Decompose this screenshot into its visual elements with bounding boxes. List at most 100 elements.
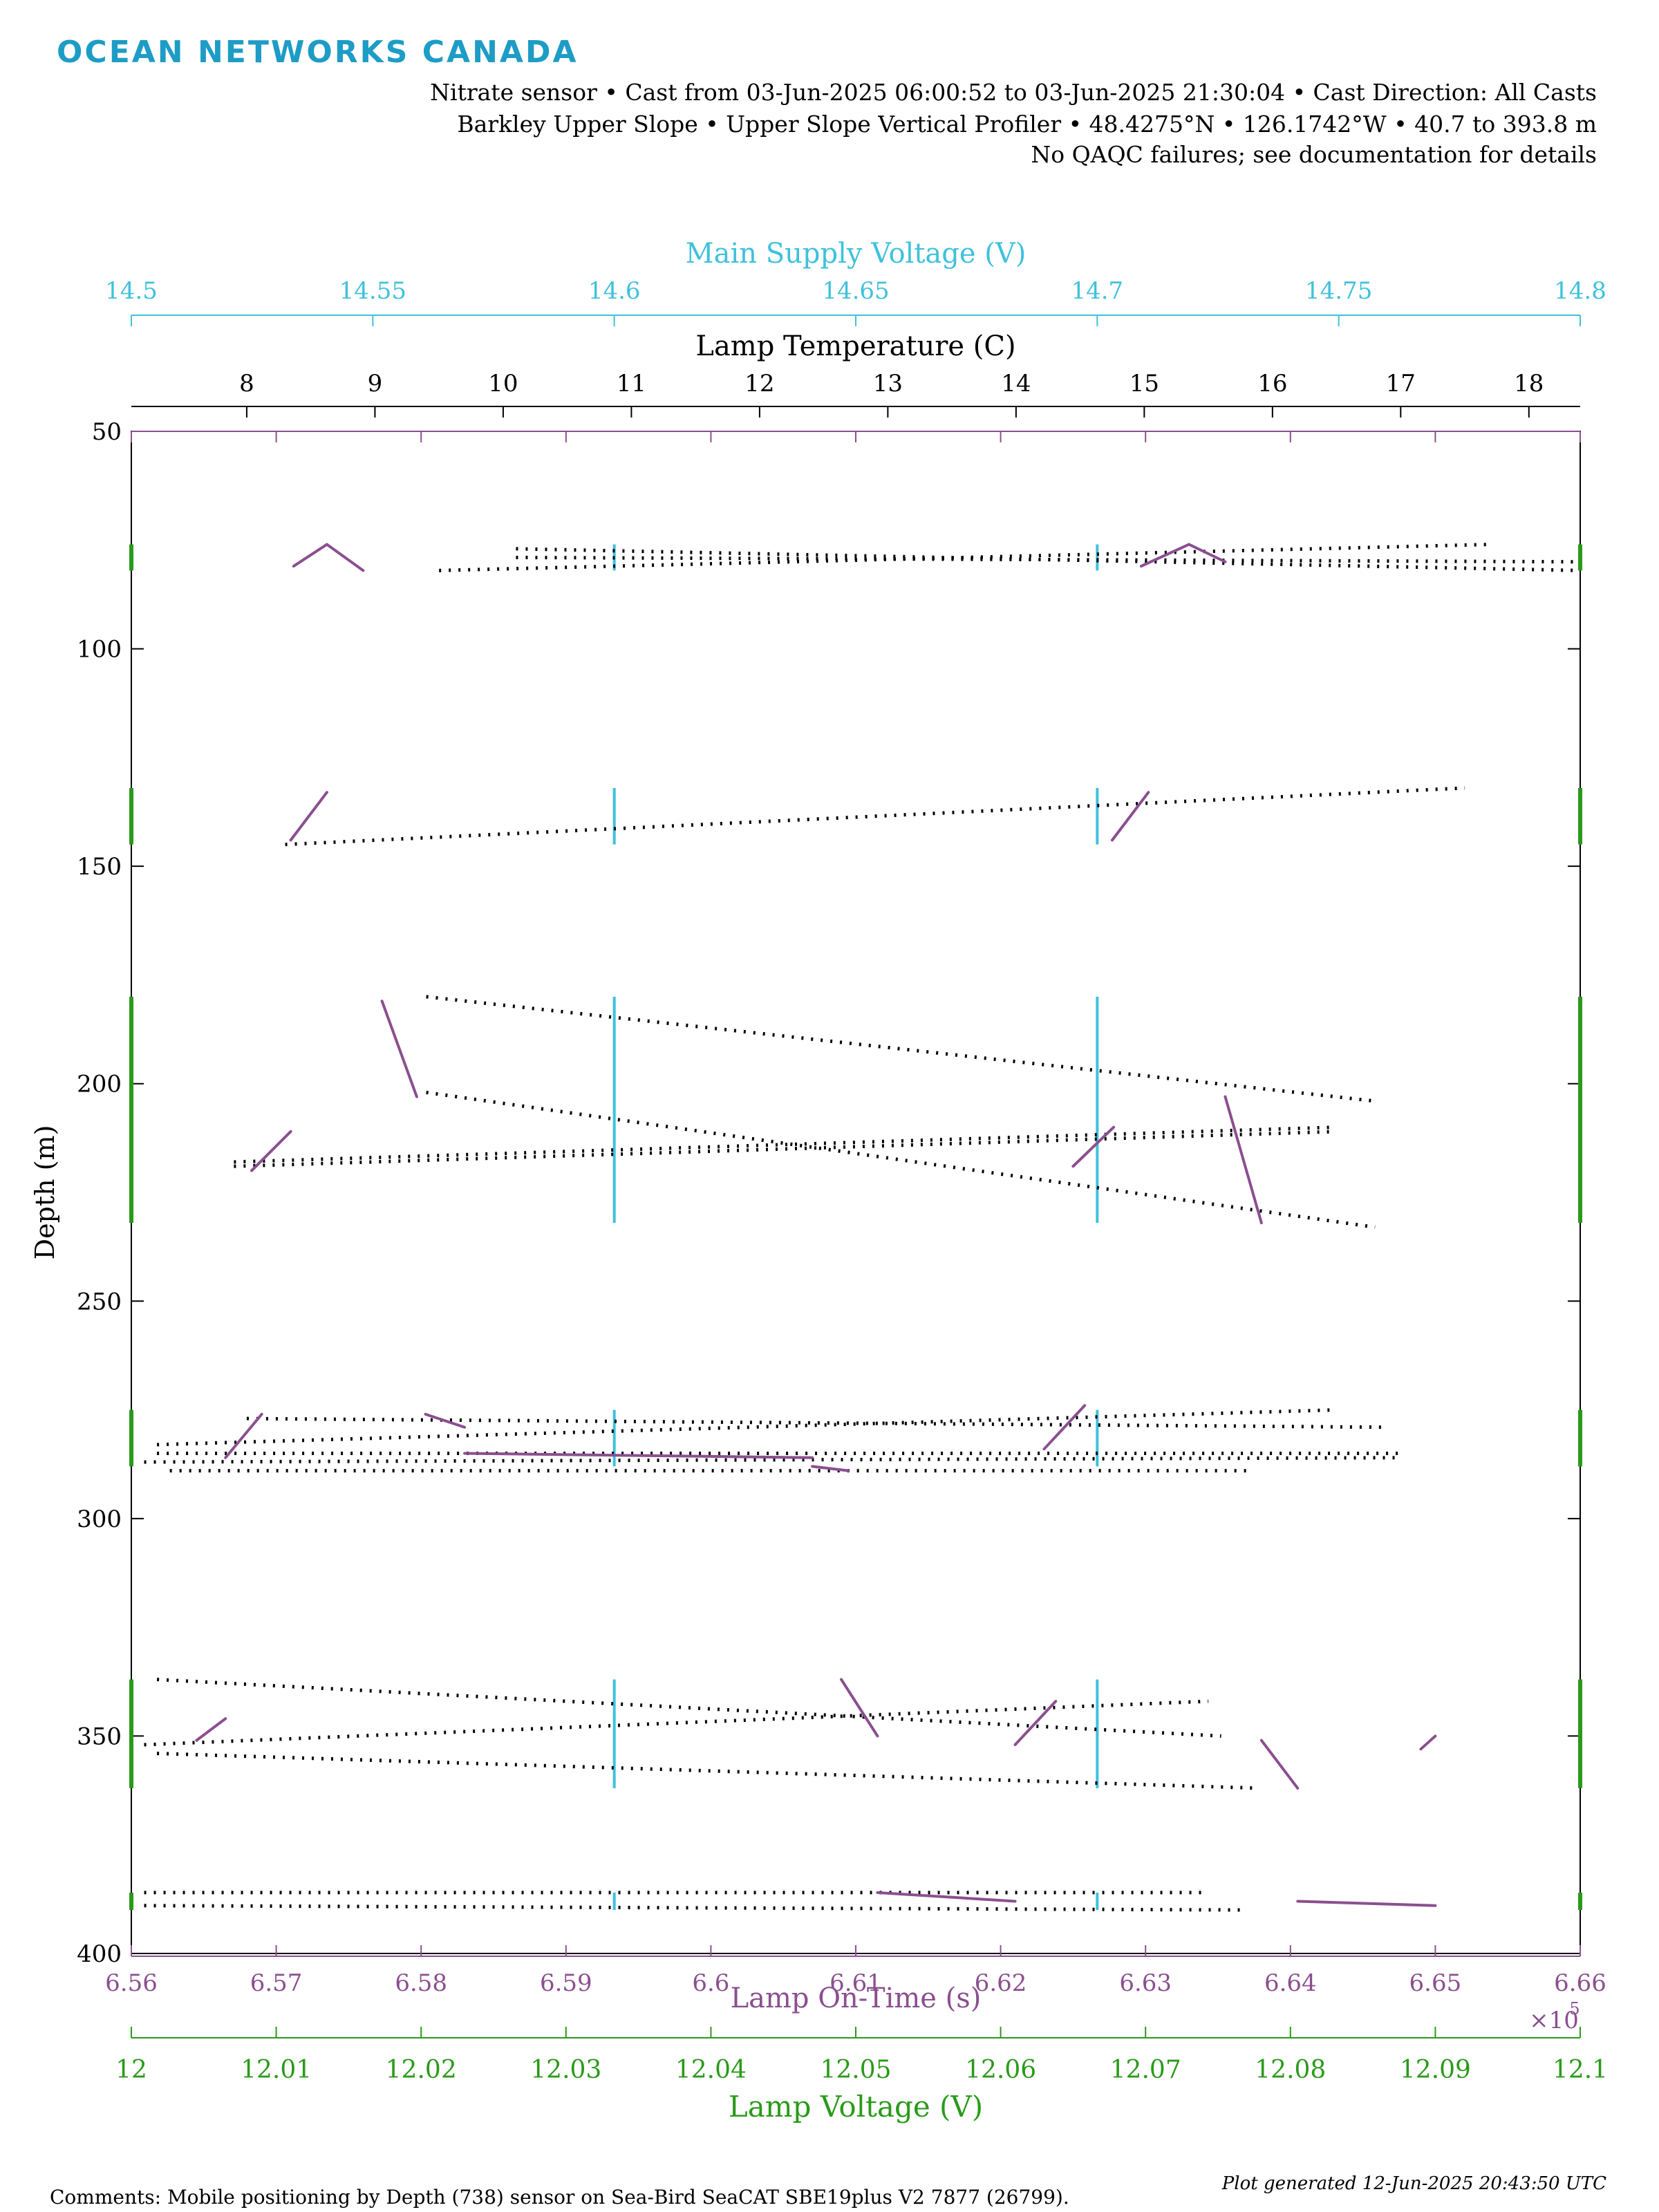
supply-tick-label: 14.75 [1305, 277, 1372, 305]
temp-tick-label: 17 [1386, 370, 1416, 397]
lamp-on-time-mark [1259, 1738, 1300, 1790]
y-axis-label: Depth (m) [30, 1125, 60, 1260]
y-tick-label: 400 [77, 1940, 122, 1968]
y-tick-label: 100 [77, 636, 122, 664]
ontime-tick-label: 6.58 [395, 1969, 447, 1997]
voltage-tick-label: 12.06 [965, 2056, 1036, 2084]
ontime-exponent: ×10 [1529, 2007, 1579, 2034]
y-tick-label: 50 [92, 418, 122, 446]
lamp-on-time-mark [250, 1130, 292, 1172]
ontime-axis-label: Lamp On-Time (s) [731, 1983, 982, 2014]
lamp-on-time-mark [1296, 1900, 1437, 1907]
voltage-tick-label: 12.1 [1553, 2056, 1608, 2084]
voltage-tick-label: 12.03 [530, 2056, 601, 2084]
voltage-tick-label: 12 [115, 2056, 147, 2084]
lamp-temperature-points [426, 1090, 1376, 1229]
lamp-temperature-points [285, 786, 1465, 847]
lamp-temperature-points [234, 1125, 1337, 1164]
footer-generated-time: Plot generated 12-Jun-2025 20:43:50 UTC [1221, 2173, 1606, 2194]
ontime-tick-label: 6.66 [1554, 1969, 1606, 1997]
lamp-temperature-points [157, 1408, 1337, 1447]
ontime-tick-label: 6.57 [250, 1969, 303, 1997]
temp-tick-label: 12 [744, 370, 774, 397]
plot-area [131, 431, 1581, 1954]
supply-tick-label: 14.5 [105, 277, 158, 305]
lamp-temperature-points [234, 1130, 1337, 1168]
ontime-tick-label: 6.56 [105, 1969, 158, 1997]
temp-tick-label: 8 [239, 370, 254, 397]
lamp-temperature-points [156, 1678, 1221, 1738]
y-tick-label: 200 [77, 1071, 122, 1098]
footer-comments: Comments: Mobile positioning by Depth (7… [50, 2186, 1069, 2209]
lamp-on-time-mark [289, 791, 328, 842]
y-tick-label: 150 [77, 853, 122, 881]
voltage-tick-label: 12.07 [1110, 2056, 1181, 2084]
temp-tick-label: 15 [1130, 370, 1159, 397]
supply-tick-label: 14.7 [1071, 277, 1123, 305]
voltage-tick-label: 12.01 [241, 2056, 312, 2084]
lamp-on-time-mark [292, 543, 328, 568]
lamp-temperature-points [144, 1456, 1401, 1464]
header-line-location: Barkley Upper Slope • Upper Slope Vertic… [457, 111, 1597, 138]
lamp-on-time-mark [1224, 1095, 1263, 1225]
lamp-on-time-mark [195, 1717, 227, 1742]
supply-tick-label: 14.55 [339, 277, 406, 305]
lamp-on-time-mark [1419, 1734, 1437, 1751]
lamp-on-time-mark [1071, 1125, 1116, 1168]
y-tick-label: 300 [77, 1506, 122, 1533]
ontime-tick-label: 6.6 [692, 1969, 729, 1997]
y-tick-label: 350 [77, 1723, 122, 1750]
lamp-on-time-mark [1139, 543, 1191, 568]
lamp-temperature-points [516, 547, 1581, 572]
supply-tick-label: 14.6 [588, 277, 641, 305]
lamp-on-time-mark [325, 543, 365, 572]
temp-tick-label: 11 [617, 370, 646, 397]
ontime-tick-label: 6.59 [540, 1969, 592, 1997]
voltage-axis-label: Lamp Voltage (V) [729, 2090, 983, 2124]
voltage-tick-label: 12.05 [820, 2056, 891, 2084]
lamp-temperature-points [144, 1904, 1247, 1912]
temp-tick-label: 10 [488, 370, 518, 397]
lamp-on-time-mark [1110, 791, 1150, 842]
lamp-temperature-points [246, 1416, 1388, 1430]
lamp-temperature-points [144, 1699, 1209, 1747]
ontime-tick-label: 6.62 [975, 1969, 1027, 1997]
temp-tick-label: 18 [1514, 370, 1544, 397]
lamp-on-time-mark [840, 1678, 879, 1738]
lamp-on-time-mark [424, 1412, 467, 1429]
lamp-temperature-points [439, 543, 1491, 572]
ocean-networks-canada-logo: OCEAN NETWORKS CANADA [57, 35, 579, 70]
lamp-on-time-mark [463, 1452, 814, 1459]
voltage-tick-label: 12.09 [1400, 2056, 1471, 2084]
lamp-on-time-mark [1013, 1700, 1058, 1747]
ontime-tick-label: 6.61 [830, 1969, 882, 1997]
voltage-tick-label: 12.02 [386, 2056, 457, 2084]
lamp-on-time-mark [224, 1412, 263, 1459]
header-line-sensor: Nitrate sensor • Cast from 03-Jun-2025 0… [430, 79, 1597, 106]
lamp-on-time-mark [1042, 1404, 1087, 1451]
temp-tick-label: 9 [368, 370, 383, 397]
voltage-tick-label: 12.04 [675, 2056, 747, 2084]
supply-tick-label: 14.8 [1554, 277, 1606, 305]
y-tick-label: 250 [77, 1288, 122, 1315]
supply-axis-label: Main Supply Voltage (V) [686, 238, 1027, 270]
ontime-tick-label: 6.64 [1264, 1969, 1317, 1997]
lamp-temperature-points [157, 1752, 1260, 1790]
temp-tick-label: 13 [873, 370, 903, 397]
lamp-on-time-mark [811, 1465, 850, 1472]
header-line-qaqc: No QAQC failures; see documentation for … [1031, 141, 1597, 168]
temp-axis-label: Lamp Temperature (C) [695, 330, 1015, 362]
lamp-on-time-mark [876, 1891, 1017, 1903]
ontime-exponent-power: 5 [1569, 1999, 1580, 2018]
lamp-temperature-points [426, 995, 1376, 1103]
voltage-tick-label: 12.08 [1255, 2056, 1326, 2084]
ontime-tick-label: 6.65 [1409, 1969, 1462, 1997]
lamp-on-time-mark [380, 1000, 418, 1098]
supply-tick-label: 14.65 [822, 277, 889, 305]
temp-tick-label: 16 [1257, 370, 1287, 397]
ontime-tick-label: 6.63 [1119, 1969, 1172, 1997]
temp-tick-label: 14 [1001, 370, 1031, 397]
lamp-temperature-points [516, 555, 1581, 564]
lamp-on-time-mark [1188, 543, 1227, 563]
